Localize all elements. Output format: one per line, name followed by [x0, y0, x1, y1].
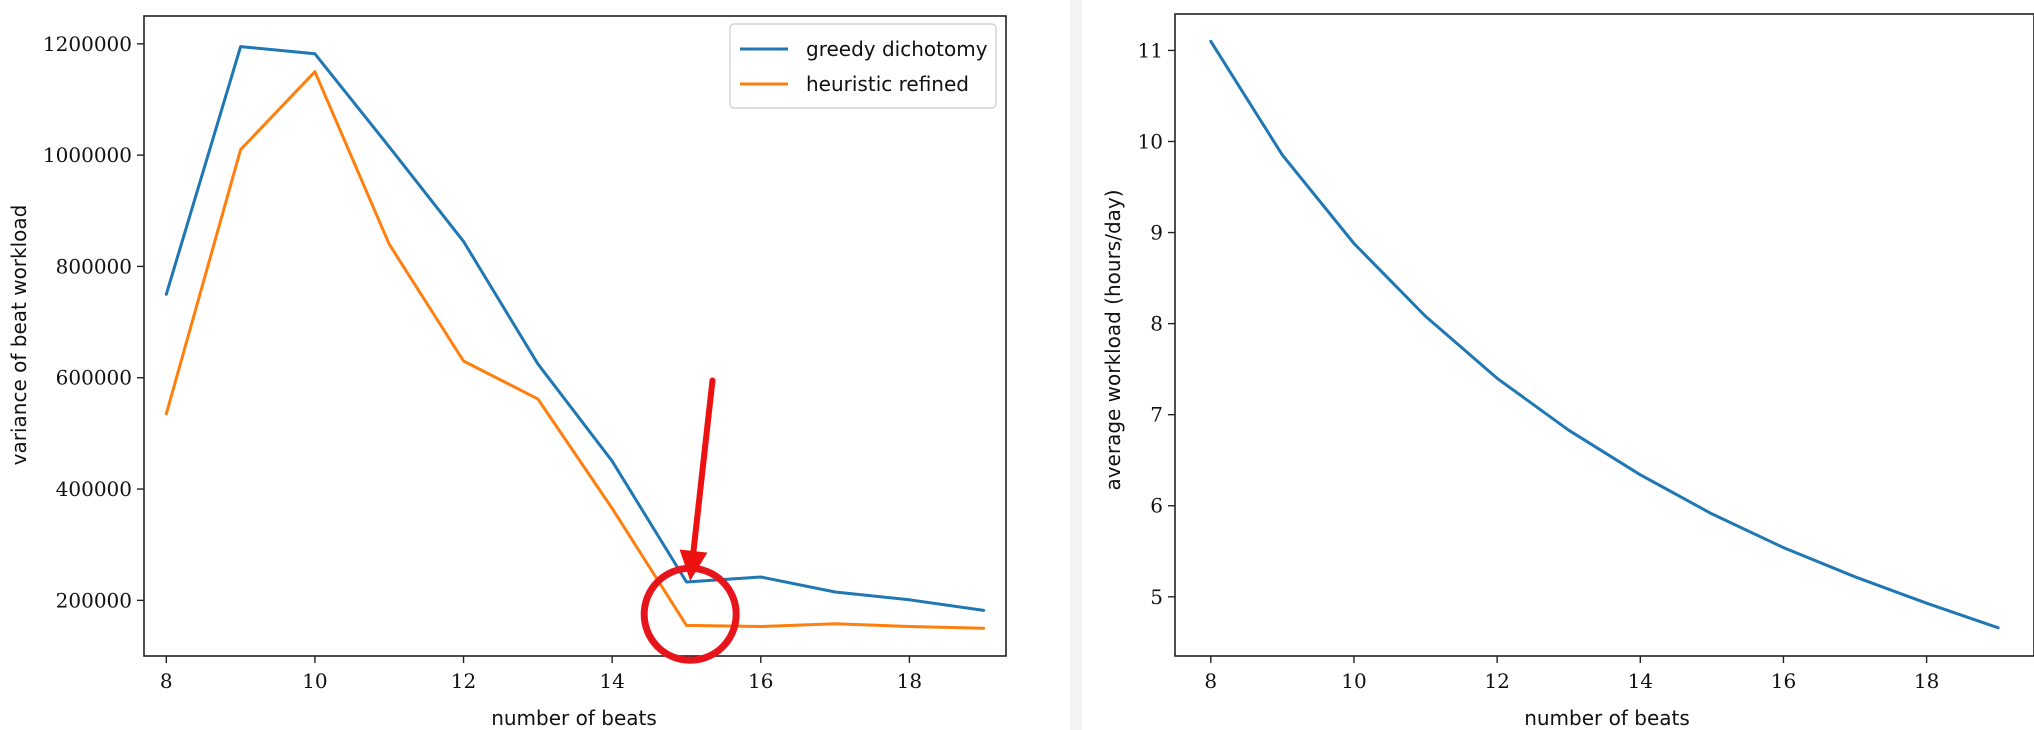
- variance-chart-frame: [143, 15, 1007, 657]
- y-tick-label: 6: [1150, 494, 1163, 518]
- y-tick-label: 1200000: [43, 32, 132, 56]
- x-tick-label: 18: [897, 669, 922, 693]
- workload-line: [1209, 39, 2000, 630]
- variance-y-ticks: 200000 400000 600000 800000 1000000 1200000: [43, 32, 144, 612]
- variance-chart: 200000 400000 600000 800000 1000000 1200000 8…: [7, 15, 1007, 730]
- y-tick-label: 7: [1150, 403, 1163, 427]
- greedy-dichotomy-line: [164, 45, 986, 612]
- x-tick-label: 16: [748, 669, 773, 693]
- y-tick-label: 1000000: [43, 143, 132, 167]
- heuristic-refined-line: [164, 70, 986, 630]
- arrow-shaft: [690, 377, 716, 555]
- x-tick-label: 10: [1341, 669, 1366, 693]
- variance-x-ticks: 8 10 12 14 16 18: [160, 656, 922, 693]
- variance-legend: greedy dichotomy heuristic refined: [729, 23, 997, 109]
- y-tick-label: 200000: [56, 588, 132, 612]
- legend-box: [729, 23, 997, 109]
- x-tick-label: 12: [1484, 669, 1509, 693]
- variance-y-axis-label: variance of beat workload: [7, 205, 31, 466]
- y-tick-label: 400000: [56, 477, 132, 501]
- y-tick-label: 11: [1138, 38, 1163, 62]
- arrow-head: [679, 549, 708, 581]
- panel-divider: [1070, 0, 1082, 730]
- workload-x-axis-label: number of beats: [1524, 706, 1690, 730]
- workload-y-axis-label: average workload (hours/day): [1101, 189, 1125, 490]
- left-panel-background: [0, 0, 1070, 730]
- x-tick-label: 10: [302, 669, 327, 693]
- y-tick-label: 9: [1150, 221, 1163, 245]
- x-tick-label: 8: [1204, 669, 1217, 693]
- variance-series: [164, 45, 986, 630]
- variance-annotations: [640, 377, 740, 664]
- x-tick-label: 18: [1914, 669, 1939, 693]
- x-tick-label: 8: [160, 669, 173, 693]
- y-tick-label: 600000: [56, 366, 132, 390]
- workload-x-ticks: 8 10 12 14 16 18: [1204, 656, 1939, 693]
- x-tick-label: 12: [451, 669, 476, 693]
- x-tick-label: 14: [599, 669, 624, 693]
- legend-label-heuristic-refined: heuristic refined: [806, 72, 969, 96]
- y-tick-label: 800000: [56, 254, 132, 278]
- x-tick-label: 14: [1628, 669, 1653, 693]
- workload-chart-frame: [1174, 13, 2034, 657]
- average-workload-chart: 5 6 7 8 9 10 11 8 10 12 14 16 18 number of beats av…: [1101, 13, 2034, 730]
- y-tick-label: 5: [1150, 585, 1163, 609]
- y-tick-label: 8: [1150, 312, 1163, 336]
- x-tick-label: 16: [1771, 669, 1796, 693]
- variance-x-axis-label: number of beats: [491, 706, 657, 730]
- workload-series: [1209, 39, 2000, 630]
- right-panel-background: [1082, 0, 2034, 730]
- legend-label-greedy-dichotomy: greedy dichotomy: [806, 37, 988, 61]
- y-tick-label: 10: [1138, 129, 1163, 153]
- workload-y-ticks: 5 6 7 8 9 10 11: [1138, 38, 1175, 609]
